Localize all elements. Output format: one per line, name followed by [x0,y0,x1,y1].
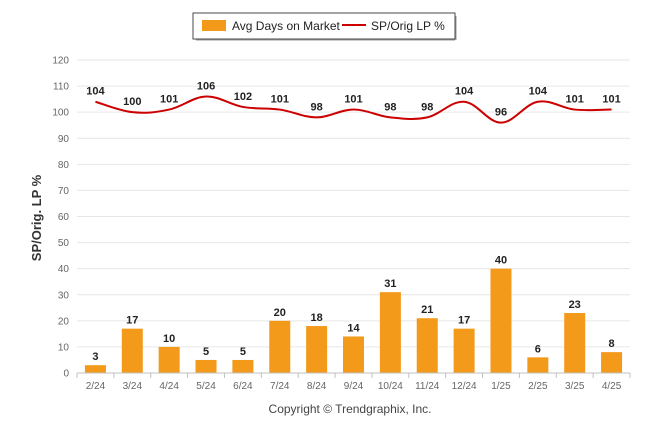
bar [84,365,106,373]
bar [195,359,217,373]
legend-label-sp-orig-lp: SP/Orig LP % [371,19,445,33]
line-value-label: 104 [529,86,548,98]
line-value-label: 104 [455,86,474,98]
bar-value-label: 40 [495,255,507,267]
y-tick-label: 60 [58,212,70,223]
legend-swatch-avg-days [202,20,226,31]
x-tick-label: 8/24 [307,381,327,392]
bar-value-label: 20 [274,307,286,319]
copyright-footer: Copyright © Trendgraphix, Inc. [269,402,432,416]
y-tick-label: 110 [53,82,69,93]
bar-layer [84,268,623,373]
x-tick-label: 9/24 [344,381,364,392]
line-value-label: 101 [566,94,584,106]
line-value-label: 96 [495,107,507,119]
x-tick-label: 7/24 [270,381,290,392]
bar-value-label: 8 [609,338,615,350]
bar-value-label: 10 [163,333,175,345]
x-tick-label: 4/25 [602,381,622,392]
bar [306,326,328,373]
bar-value-label: 31 [384,278,396,290]
bar [564,313,586,373]
line-value-label: 101 [160,94,178,106]
x-tick-label: 3/25 [565,381,585,392]
bar-value-label: 17 [458,315,470,327]
x-tick-label: 10/24 [378,381,403,392]
x-tick-label: 2/24 [86,381,106,392]
line-layer [95,95,612,124]
line-value-label: 106 [197,81,215,93]
bar [416,318,438,373]
series-line-sp-orig-lp [95,95,612,124]
y-tick-label: 40 [58,264,70,275]
bar [527,357,549,373]
x-tick-label: 6/24 [233,381,253,392]
bar-value-label: 5 [203,346,209,358]
bar-value-label: 21 [421,304,433,316]
x-tick-label: 2/25 [528,381,548,392]
x-tick-label: 5/24 [196,381,216,392]
bar [453,328,475,373]
line-value-label: 98 [384,101,396,113]
bar [269,320,291,373]
legend-box [192,12,456,40]
grid-layer [77,59,630,348]
y-tick-label: 30 [58,290,70,301]
line-value-label: 104 [86,86,105,98]
y-tick-label: 0 [63,369,69,380]
y-tick-label: 10 [58,342,70,353]
legend-label-avg-days: Avg Days on Market [232,19,340,33]
line-value-label: 101 [344,94,362,106]
bar [121,328,143,373]
line-value-label: 102 [234,91,252,103]
x-tick-label: 3/24 [123,381,143,392]
bar [601,352,623,373]
x-tick-label: 4/24 [159,381,179,392]
bar [490,268,512,373]
y-tick-label: 50 [58,238,70,249]
x-tick-label: 12/24 [452,381,477,392]
y-axis-title: SP/Orig. LP % [29,174,44,261]
bar [379,292,401,373]
line-value-label: 100 [123,96,141,108]
bar-value-label: 18 [311,312,323,324]
bar [232,359,254,373]
bar-value-label: 14 [347,322,360,334]
line-value-label: 101 [271,94,289,106]
bar-value-label: 3 [92,351,98,363]
line-value-label: 98 [421,101,433,113]
x-tick-label: 1/25 [491,381,511,392]
label-layer: 3 17 10 5 5 20 18 14 31 21 17 40 6 23 8 104 100 101 106 102… [86,81,620,364]
y-tick-label: 20 [58,316,70,327]
bar-value-label: 5 [240,346,246,358]
y-tick-label: 100 [52,108,69,119]
bar [158,346,180,373]
x-tick-label: 11/24 [415,381,440,392]
y-tick-label: 70 [58,186,70,197]
y-tick-label: 80 [58,160,70,171]
y-tick-label: 90 [58,134,70,145]
bar-value-label: 23 [569,299,581,311]
line-value-label: 101 [602,94,620,106]
y-tick-label: 120 [52,56,69,67]
bar-value-label: 17 [126,315,138,327]
bar-value-label: 6 [535,343,541,355]
line-value-label: 98 [311,101,323,113]
legend: Avg Days on Market SP/Orig LP % [192,12,457,41]
axis-layer: 0 10 20 30 40 50 60 70 80 90 100 110 120 2/24 3/24 4/24… [52,56,631,392]
bar [343,336,364,373]
